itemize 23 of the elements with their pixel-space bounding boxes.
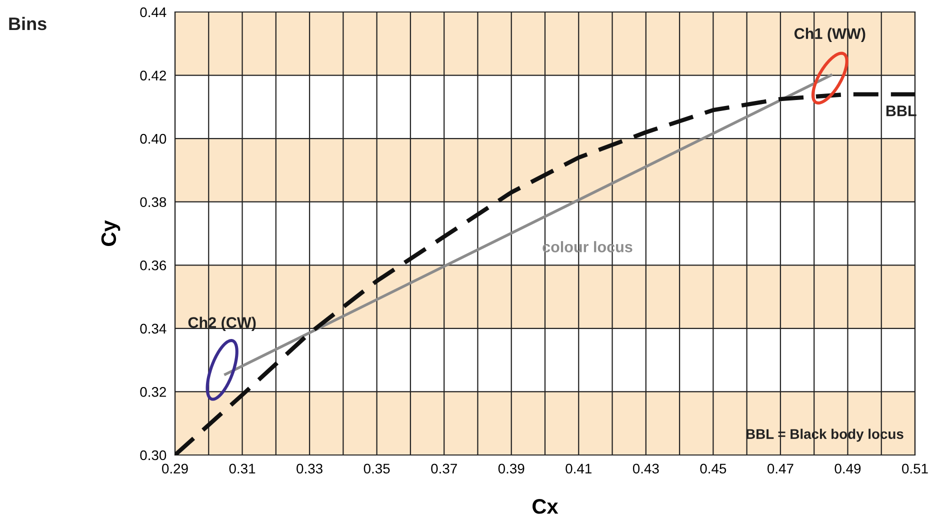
y-tick-label: 0.42 bbox=[140, 70, 166, 80]
x-tick-label: 0.51 bbox=[902, 464, 928, 474]
y-tick-label: 0.44 bbox=[140, 7, 166, 18]
y-tick-label: 0.36 bbox=[140, 260, 166, 270]
y-tick-label: 0.30 bbox=[140, 450, 166, 460]
x-tick-label: 0.39 bbox=[498, 464, 524, 474]
x-tick-label: 0.49 bbox=[834, 464, 861, 474]
y-tick-label: 0.40 bbox=[140, 134, 166, 144]
x-tick-label: 0.41 bbox=[566, 464, 592, 474]
x-tick-label: 0.45 bbox=[700, 464, 726, 474]
x-tick-label: 0.37 bbox=[431, 464, 457, 474]
x-tick-label: 0.33 bbox=[296, 464, 322, 474]
y-tick-label: 0.38 bbox=[140, 197, 166, 208]
x-tick-label: 0.47 bbox=[767, 464, 794, 474]
text: Bins bbox=[9, 16, 46, 30]
y-axis-title: Cy bbox=[101, 220, 120, 246]
y-tick-label: 0.32 bbox=[140, 387, 166, 397]
x-axis-title: Cx bbox=[532, 499, 558, 514]
x-tick-label: 0.31 bbox=[229, 464, 256, 474]
x-tick-label: 0.43 bbox=[632, 464, 659, 474]
y-tick-label: 0.34 bbox=[140, 324, 166, 334]
x-tick-label: 0.29 bbox=[162, 464, 188, 474]
x-tick-label: 0.35 bbox=[364, 464, 390, 474]
